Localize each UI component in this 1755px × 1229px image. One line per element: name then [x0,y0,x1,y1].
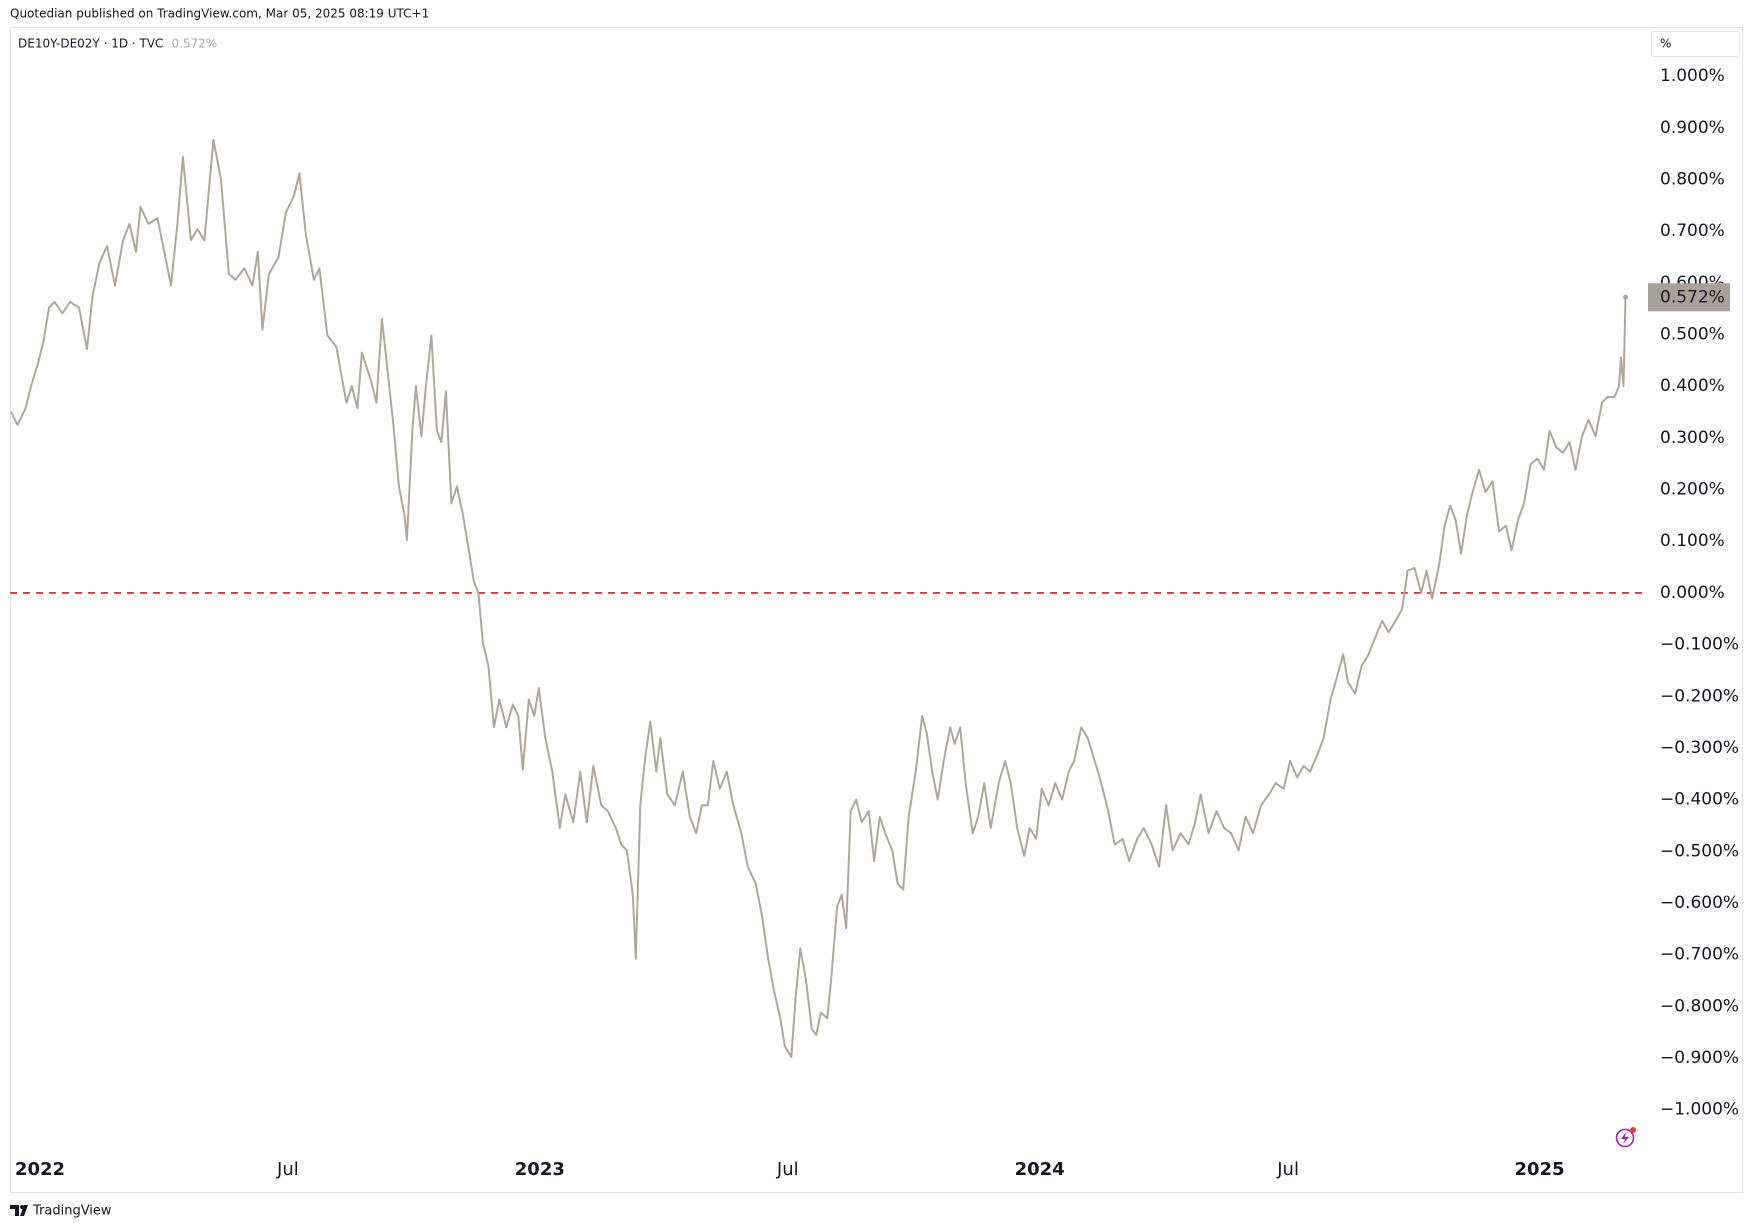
y-tick-label: 0.100% [1660,531,1725,551]
y-tick-label: −0.400% [1660,790,1739,810]
last-value-box [1648,283,1730,312]
icon-ring [1615,1128,1635,1148]
icon-bolt [1621,1132,1629,1144]
unit-box-frame [1651,31,1740,57]
legend-value: 0.572% [171,37,217,51]
y-tick-label: 0.200% [1660,480,1725,500]
y-tick-label: −0.100% [1660,635,1739,655]
y-tick-label: 0.700% [1660,221,1725,241]
x-tick-label: 2025 [1514,1159,1564,1180]
y-tick-label: −0.800% [1660,996,1739,1016]
y-tick-label: −0.300% [1660,738,1739,758]
lightning-icon[interactable] [1615,1127,1637,1148]
logo-dot [20,1205,24,1209]
x-tick-label: 2024 [1015,1159,1065,1180]
y-tick-label: −0.900% [1660,1048,1739,1068]
y-tick-label: −0.200% [1660,686,1739,706]
y-tick-label: 0.400% [1660,376,1725,396]
y-tick-label: 0.300% [1660,428,1725,448]
y-tick-label: −0.500% [1660,841,1739,861]
x-tick-label: 2023 [515,1159,565,1180]
y-tick-label: 0.000% [1660,583,1725,603]
y-tick-label: −0.600% [1660,893,1739,913]
x-tick-label: Jul [776,1159,799,1180]
x-tick-label: Jul [1276,1159,1299,1180]
y-tick-label: 0.500% [1660,324,1725,344]
y-tick-label: 1.000% [1660,66,1725,86]
chart-frame [10,27,1743,1193]
unit-label: % [1660,37,1671,51]
publisher-line: Quotedian published on TradingView.com, … [10,7,429,21]
y-tick-label: −1.000% [1660,1100,1739,1120]
last-point [1623,294,1629,300]
y-tick-label: 0.900% [1660,118,1725,138]
tradingview-logo: TradingView [10,1204,112,1219]
footer-brand: TradingView [32,1204,112,1219]
series-line [10,138,1627,1058]
y-tick-label: 0.800% [1660,169,1725,189]
legend-symbol: DE10Y-DE02Y · 1D · TVC [18,37,163,51]
unit-box[interactable]: % [1651,31,1740,57]
y-tick-label: −0.700% [1660,945,1739,965]
x-tick-label: 2022 [15,1159,65,1180]
last-value-label: 0.572% [1660,287,1725,307]
icon-dot [1630,1127,1636,1133]
x-tick-label: Jul [276,1159,299,1180]
